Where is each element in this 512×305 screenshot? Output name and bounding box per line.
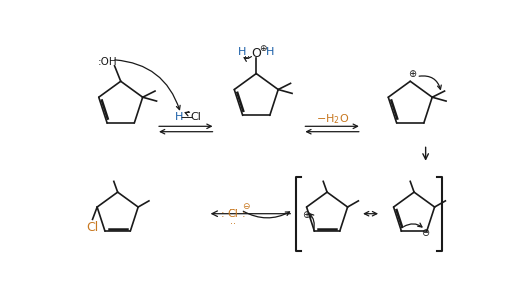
Text: —: — bbox=[181, 111, 193, 124]
Text: :: : bbox=[242, 209, 246, 219]
Text: ⊕: ⊕ bbox=[303, 210, 311, 220]
Text: ...: ... bbox=[244, 48, 253, 59]
Text: Cl: Cl bbox=[87, 221, 99, 234]
Text: :: : bbox=[221, 209, 224, 219]
Text: H: H bbox=[238, 47, 247, 57]
Text: Cl: Cl bbox=[228, 209, 239, 219]
Text: ...: ... bbox=[229, 202, 238, 212]
Text: ..: .. bbox=[230, 216, 236, 226]
Text: ..: .. bbox=[106, 53, 112, 63]
Text: ⊖: ⊖ bbox=[421, 228, 429, 238]
Text: H: H bbox=[266, 47, 274, 57]
Text: H: H bbox=[175, 113, 183, 122]
Text: $-\mathregular{H_2O}$: $-\mathregular{H_2O}$ bbox=[316, 112, 349, 126]
Text: ⊖: ⊖ bbox=[242, 202, 249, 211]
Text: Cl: Cl bbox=[190, 113, 201, 122]
Text: ⊕: ⊕ bbox=[260, 45, 267, 53]
Text: :OH: :OH bbox=[98, 57, 117, 67]
Text: ⊕: ⊕ bbox=[408, 69, 416, 79]
Text: O: O bbox=[251, 47, 261, 60]
